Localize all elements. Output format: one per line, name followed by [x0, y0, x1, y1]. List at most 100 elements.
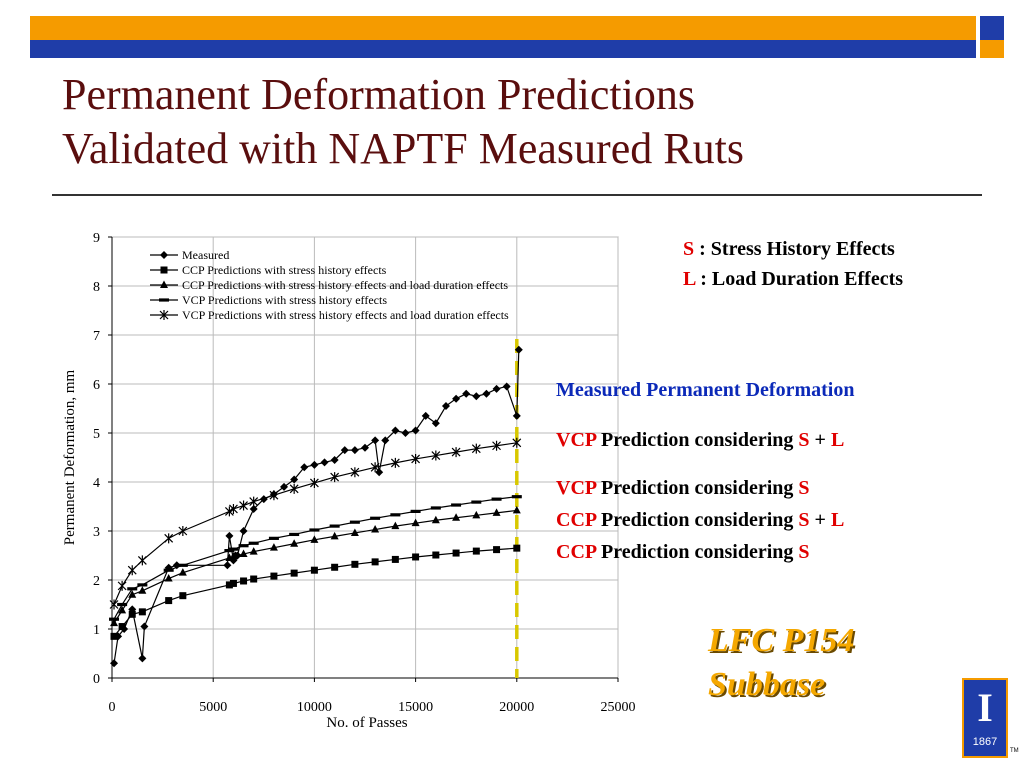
data-point-series-3	[268, 536, 279, 540]
data-point-series-3	[117, 602, 128, 607]
annotation-s: S	[798, 477, 810, 499]
data-point-series-0	[320, 458, 329, 467]
annotation-l: L	[830, 509, 845, 531]
top-orange-bar	[30, 16, 976, 40]
data-point-series-0	[512, 411, 521, 420]
legend-marker	[160, 266, 168, 274]
data-point-series-2	[118, 605, 127, 614]
data-point-series-3	[430, 506, 441, 510]
data-point-series-0	[290, 475, 299, 484]
legend-entry: CCP Predictions with stress history effe…	[182, 278, 508, 292]
data-point-series-2	[178, 568, 187, 576]
title-divider	[52, 194, 982, 196]
data-point-series-3	[349, 520, 360, 524]
data-point-series-1	[371, 558, 379, 566]
data-point-series-1	[331, 563, 339, 571]
data-point-series-1	[110, 632, 118, 640]
data-point-series-4	[127, 565, 137, 576]
data-point-series-2	[138, 586, 147, 594]
data-point-series-4	[390, 457, 400, 468]
data-point-series-4	[350, 467, 360, 478]
legend-entry: Measured	[182, 248, 229, 262]
top-blue-bar	[30, 40, 976, 58]
y-tick-label: 7	[93, 329, 100, 344]
data-point-series-2	[411, 518, 420, 527]
data-point-series-3	[491, 497, 502, 501]
data-point-series-1	[493, 546, 501, 554]
data-point-series-0	[239, 527, 248, 535]
data-point-series-4	[411, 453, 421, 464]
data-point-series-1	[290, 569, 298, 577]
corner-orange-square	[980, 40, 1004, 58]
data-point-series-4	[178, 526, 188, 536]
data-point-series-4	[370, 462, 380, 473]
legend-entry: CCP Predictions with stress history effe…	[182, 263, 387, 277]
data-point-series-4	[451, 447, 461, 458]
data-point-series-3	[370, 516, 381, 520]
data-point-series-3	[109, 617, 120, 621]
data-point-series-3	[309, 528, 320, 532]
legend-marker	[159, 310, 169, 320]
data-point-series-3	[238, 544, 249, 548]
data-point-series-3	[451, 503, 462, 507]
annotation-ccp-s-l: CCP Prediction considering S + L	[556, 504, 844, 536]
data-point-series-3	[228, 547, 239, 551]
data-point-series-0	[421, 411, 430, 420]
data-point-series-0	[431, 419, 440, 428]
y-tick-label: 0	[93, 672, 100, 687]
data-point-series-4	[431, 450, 441, 461]
data-point-series-0	[340, 446, 349, 455]
key-s-letter: S	[683, 238, 695, 260]
legend-marker	[160, 280, 168, 288]
data-point-series-4	[289, 483, 299, 494]
annotation-vcp-s-l: VCP Prediction considering S + L	[556, 424, 844, 456]
data-point-series-1	[138, 608, 146, 616]
data-point-series-4	[224, 506, 234, 517]
data-point-series-1	[452, 549, 460, 557]
data-point-series-1	[412, 553, 420, 561]
university-block-i-icon: I 1867	[962, 678, 1008, 758]
data-point-series-0	[361, 443, 369, 452]
slide-title: Permanent Deformation Predictions Valida…	[62, 68, 962, 176]
deformation-chart: 0 1 2 3 4 5 6 7 8 9 0 5000 10000 15000 20000 25000 No. o…	[62, 231, 636, 731]
data-point-series-2	[164, 574, 173, 582]
data-point-series-3	[177, 563, 188, 567]
y-tick-label: 6	[93, 378, 100, 393]
data-point-series-4	[492, 440, 501, 451]
data-point-series-0	[249, 504, 258, 513]
y-tick-label: 5	[93, 427, 100, 442]
x-tick-label: 15000	[398, 700, 433, 715]
data-point-series-0	[223, 561, 232, 570]
data-point-series-0	[140, 622, 149, 631]
legend-marker	[159, 298, 169, 302]
data-point-series-0	[381, 436, 390, 445]
data-point-series-2	[452, 513, 461, 521]
data-point-series-0	[441, 402, 450, 411]
data-point-series-3	[390, 513, 401, 517]
data-point-series-0	[300, 463, 309, 472]
data-point-series-1	[250, 575, 258, 583]
data-point-series-2	[330, 531, 339, 540]
annotation-model: CCP	[556, 541, 596, 563]
y-tick-label: 8	[93, 280, 100, 295]
data-point-series-3	[410, 509, 421, 513]
data-point-series-0	[411, 426, 420, 435]
data-point-series-3	[248, 541, 259, 545]
data-point-series-0	[110, 659, 119, 668]
data-point-series-0	[330, 455, 339, 464]
data-point-series-3	[329, 524, 340, 528]
x-tick-label: 10000	[297, 700, 332, 715]
annotation-s: S	[798, 541, 810, 563]
data-point-series-4	[229, 503, 238, 514]
y-tick-label: 9	[93, 231, 100, 246]
data-point-series-0	[138, 654, 147, 663]
data-point-series-3	[471, 500, 482, 504]
annotation-text: Prediction considering	[596, 541, 799, 563]
data-point-series-1	[240, 577, 248, 585]
data-point-series-0	[492, 384, 501, 393]
data-point-series-1	[225, 581, 233, 589]
data-point-series-0	[128, 605, 137, 614]
data-point-series-1	[128, 610, 136, 618]
logo-year: 1867	[972, 736, 998, 748]
x-tick-label: 25000	[601, 700, 636, 715]
